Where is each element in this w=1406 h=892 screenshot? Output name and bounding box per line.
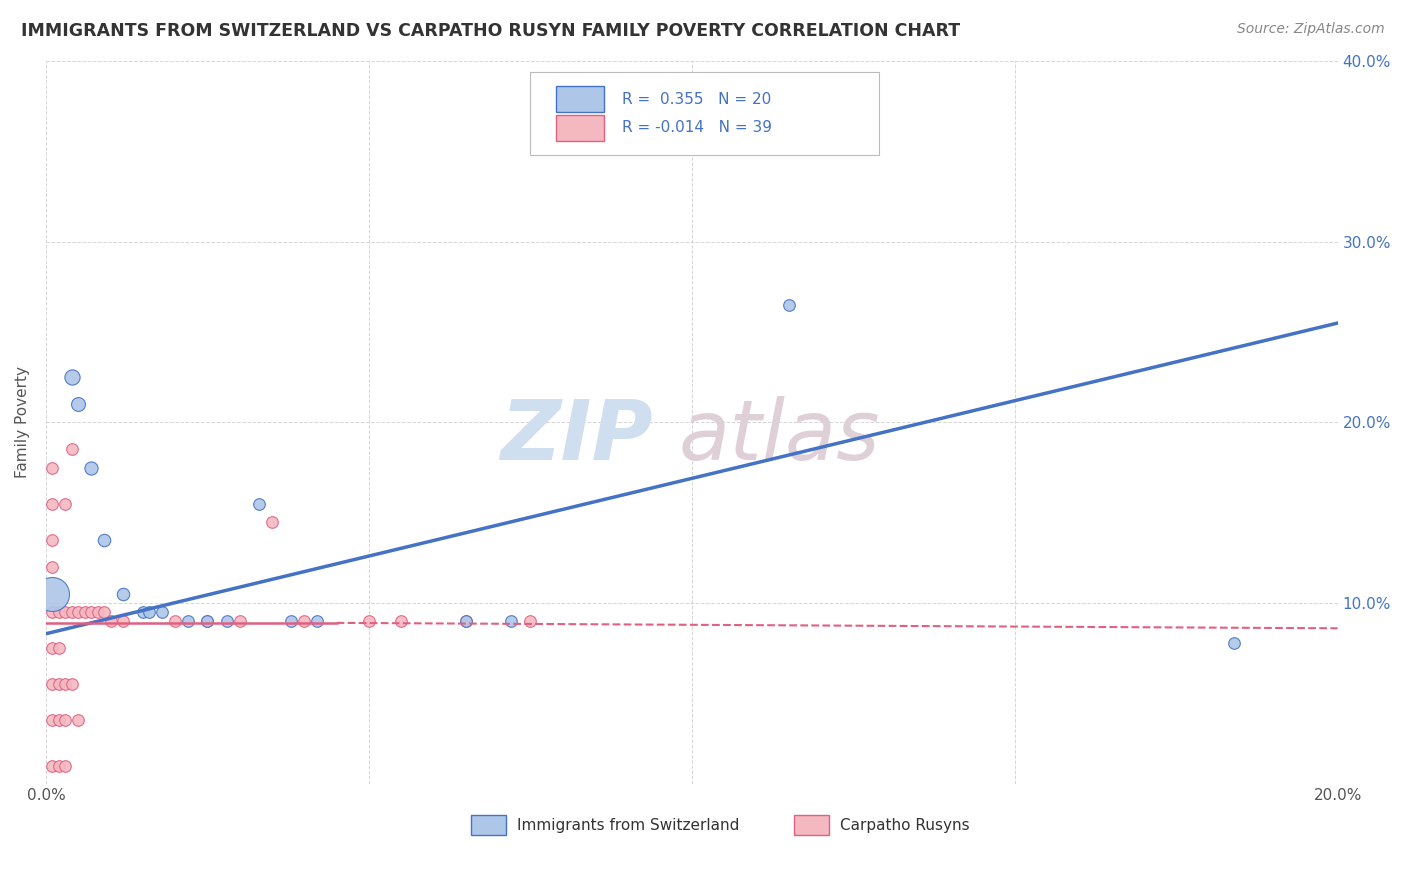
Point (67, 714, 90, 728)
Point (165, 614, 187, 628)
FancyBboxPatch shape (794, 815, 828, 835)
Point (41, 677, 63, 691)
Y-axis label: Family Poverty: Family Poverty (15, 367, 30, 478)
Text: IMMIGRANTS FROM SWITZERLAND VS CARPATHO RUSYN FAMILY POVERTY CORRELATION CHART: IMMIGRANTS FROM SWITZERLAND VS CARPATHO … (21, 22, 960, 40)
Point (48, 714, 70, 728)
Point (67, 397, 90, 411)
Text: Carpatho Rusyns: Carpatho Rusyns (841, 818, 970, 833)
Point (41, 587, 63, 601)
Point (80, 460, 103, 475)
Point (197, 614, 219, 628)
FancyBboxPatch shape (557, 114, 605, 141)
Point (1223, 636, 1246, 650)
Point (112, 587, 135, 601)
Point (48, 605, 70, 619)
Point (197, 614, 219, 628)
Point (41, 560, 63, 574)
Point (93, 605, 115, 619)
Point (41, 641, 63, 656)
Point (53, 605, 76, 619)
Text: ZIP: ZIP (501, 396, 652, 477)
Point (60, 677, 83, 691)
Point (260, 515, 283, 529)
Point (41, 605, 63, 619)
Point (389, 614, 412, 628)
Text: Immigrants from Switzerland: Immigrants from Switzerland (517, 818, 740, 833)
Point (41, 497, 63, 511)
Text: Source: ZipAtlas.com: Source: ZipAtlas.com (1237, 22, 1385, 37)
Point (41, 460, 63, 475)
Point (177, 614, 200, 628)
Point (48, 677, 70, 691)
Point (454, 614, 477, 628)
Point (60, 605, 83, 619)
Point (93, 533, 115, 547)
Point (228, 614, 250, 628)
Point (53, 497, 76, 511)
Point (292, 614, 315, 628)
Point (307, 614, 329, 628)
FancyBboxPatch shape (530, 72, 879, 155)
Point (499, 614, 522, 628)
Point (519, 614, 541, 628)
Point (41, 533, 63, 547)
Point (60, 442, 83, 457)
Point (41, 758, 63, 772)
Point (132, 605, 155, 619)
Text: atlas: atlas (679, 396, 880, 477)
Point (41, 714, 63, 728)
Point (48, 758, 70, 772)
Point (138, 605, 160, 619)
Text: R = -0.014   N = 39: R = -0.014 N = 39 (621, 120, 772, 136)
Point (215, 614, 238, 628)
Point (48, 641, 70, 656)
FancyBboxPatch shape (471, 815, 506, 835)
Point (112, 614, 135, 628)
Point (280, 614, 302, 628)
Point (53, 758, 76, 772)
Point (67, 605, 90, 619)
FancyBboxPatch shape (557, 86, 605, 112)
Point (150, 605, 173, 619)
Point (80, 605, 103, 619)
Point (454, 614, 477, 628)
Text: R =  0.355   N = 20: R = 0.355 N = 20 (621, 92, 772, 106)
Point (53, 714, 76, 728)
Point (357, 614, 380, 628)
Point (53, 677, 76, 691)
Point (247, 497, 270, 511)
Point (73, 605, 96, 619)
Point (60, 370, 83, 384)
Point (778, 298, 800, 312)
Point (100, 614, 122, 628)
Point (86, 605, 108, 619)
